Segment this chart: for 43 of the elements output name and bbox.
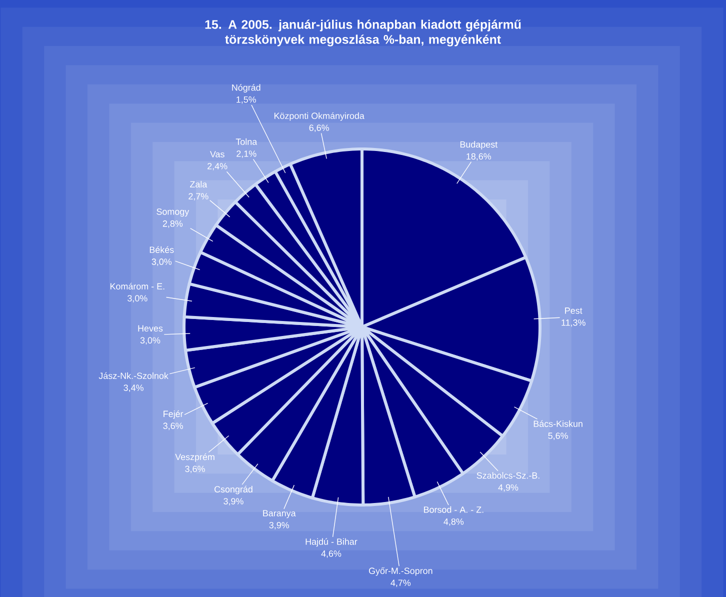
data-label: 18,6% <box>466 153 492 161</box>
slice-label: Somogy <box>156 208 190 217</box>
data-label: 2,8% <box>162 220 183 228</box>
data-label: 4,6% <box>321 550 342 558</box>
slice-label: Zala <box>190 180 208 188</box>
slice-label: Komárom - E. <box>110 282 164 290</box>
data-label: 3,0% <box>128 295 148 303</box>
slice-label: Fejér <box>164 410 184 419</box>
slice-label: Hajdú - Bihar <box>306 538 358 547</box>
data-label: 6,6% <box>309 124 329 132</box>
slice-label: Vas <box>210 151 224 158</box>
data-label: 4,9% <box>498 484 518 492</box>
slice-label: Tolna <box>236 138 258 145</box>
data-label: 3,9% <box>224 498 244 506</box>
slice-label: Szabolcs-Sz.-B. <box>476 472 540 479</box>
data-label: 2,4% <box>208 163 228 170</box>
slice-label: Központi Okmányiroda <box>274 112 364 121</box>
slice-label: Nógrád <box>232 84 260 93</box>
slice-label: Heves <box>138 325 163 332</box>
slice-label: Borsod - A. - Z. <box>424 506 484 513</box>
slice-label: Győr-M.-Sopron <box>368 567 432 576</box>
slice-label: Veszprém <box>175 453 214 462</box>
slice-label: Bács-Kiskun <box>534 420 582 427</box>
slice-label: Budapest <box>460 141 498 150</box>
data-label: 3,4% <box>124 384 144 392</box>
data-label: 3,6% <box>163 422 183 430</box>
chart-title: 15. A 2005. január-július hónapban kiadott gépjármű törzskönyvek megoszlása %-ban, megyénként <box>205 20 521 46</box>
data-label: 1,5% <box>236 96 256 104</box>
data-label: 2,1% <box>236 150 256 158</box>
data-label: 11,3% <box>562 319 586 327</box>
data-label: 4,8% <box>444 518 464 526</box>
slice-label: Baranya <box>263 510 296 518</box>
data-label: 3,0% <box>152 258 172 266</box>
data-label: 3,0% <box>140 337 160 345</box>
data-label: 5,6% <box>548 432 568 440</box>
slice-label: Jász-Nk.-Szolnok <box>98 372 168 379</box>
data-label: 3,6% <box>185 466 205 474</box>
slice-label: Pest <box>565 308 582 314</box>
slice-label: Békés <box>150 246 174 253</box>
data-label: 3,9% <box>269 522 290 530</box>
data-label: 2,7% <box>188 193 208 201</box>
slice-label: Csongrád <box>214 486 252 494</box>
data-label: 4,7% <box>390 580 411 588</box>
